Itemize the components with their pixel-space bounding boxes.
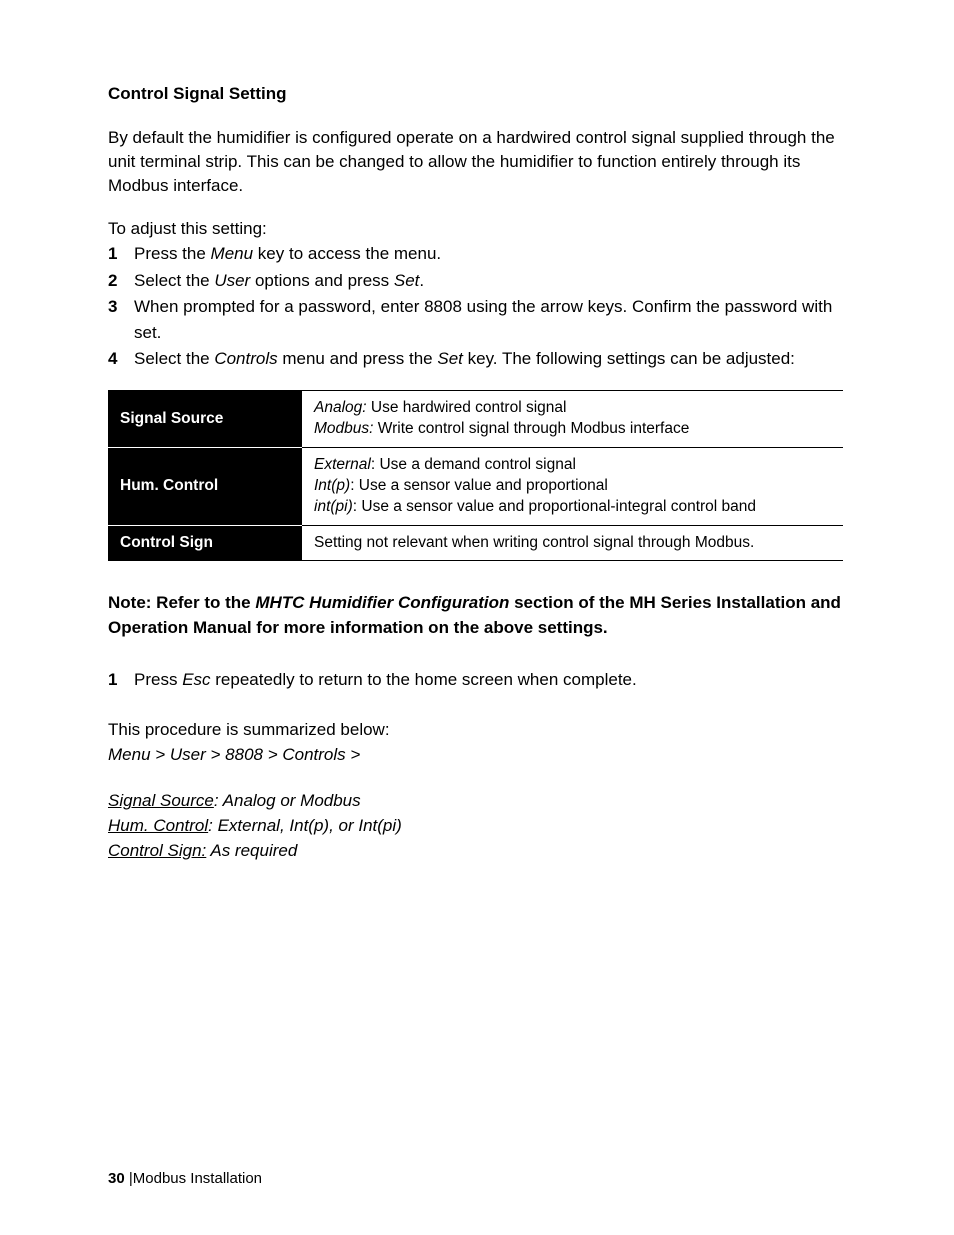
settings-table: Signal Source Analog: Use hardwired cont… <box>108 390 843 562</box>
step-text: Press the Menu key to access the menu. <box>134 241 846 267</box>
row-label: Control Sign <box>108 525 302 561</box>
step-1: 1 Press the Menu key to access the menu. <box>108 241 846 267</box>
page-number: 30 <box>108 1170 125 1187</box>
step-4: 4 Select the Controls menu and press the… <box>108 346 846 372</box>
summary-line-3: Control Sign: As required <box>108 839 846 864</box>
table-row: Signal Source Analog: Use hardwired cont… <box>108 390 843 447</box>
row-description: External: Use a demand control signal In… <box>302 447 843 525</box>
step-text: Select the Controls menu and press the S… <box>134 346 846 372</box>
return-step-list: 1 Press Esc repeatedly to return to the … <box>108 667 846 693</box>
steps-lead-in: To adjust this setting: <box>108 219 846 239</box>
table-row: Control Sign Setting not relevant when w… <box>108 525 843 561</box>
step-number: 1 <box>108 241 134 267</box>
page-footer: 30 |Modbus Installation <box>108 1170 262 1187</box>
intro-paragraph: By default the humidifier is configured … <box>108 126 846 197</box>
summary-lead: This procedure is summarized below: <box>108 718 846 743</box>
table-row: Hum. Control External: Use a demand cont… <box>108 447 843 525</box>
summary-block: This procedure is summarized below: Menu… <box>108 718 846 863</box>
note-paragraph: Note: Refer to the MHTC Humidifier Confi… <box>108 591 846 640</box>
summary-path: Menu > User > 8808 > Controls > <box>108 743 846 768</box>
step-3: 3 When prompted for a password, enter 88… <box>108 294 846 345</box>
document-page: Control Signal Setting By default the hu… <box>0 0 954 1235</box>
step-number: 3 <box>108 294 134 320</box>
step-number: 4 <box>108 346 134 372</box>
step-return: 1 Press Esc repeatedly to return to the … <box>108 667 846 693</box>
row-label: Signal Source <box>108 390 302 447</box>
row-description: Setting not relevant when writing contro… <box>302 525 843 561</box>
step-text: Press Esc repeatedly to return to the ho… <box>134 667 846 693</box>
footer-title: Modbus Installation <box>133 1170 262 1187</box>
row-label: Hum. Control <box>108 447 302 525</box>
footer-separator: | <box>125 1170 133 1187</box>
step-number: 2 <box>108 268 134 294</box>
summary-line-2: Hum. Control: External, Int(p), or Int(p… <box>108 814 846 839</box>
step-text: When prompted for a password, enter 8808… <box>134 294 846 345</box>
row-description: Analog: Use hardwired control signal Mod… <box>302 390 843 447</box>
step-2: 2 Select the User options and press Set. <box>108 268 846 294</box>
section-heading: Control Signal Setting <box>108 84 846 104</box>
summary-line-1: Signal Source: Analog or Modbus <box>108 789 846 814</box>
steps-list: 1 Press the Menu key to access the menu.… <box>108 241 846 372</box>
step-text: Select the User options and press Set. <box>134 268 846 294</box>
step-number: 1 <box>108 667 134 693</box>
